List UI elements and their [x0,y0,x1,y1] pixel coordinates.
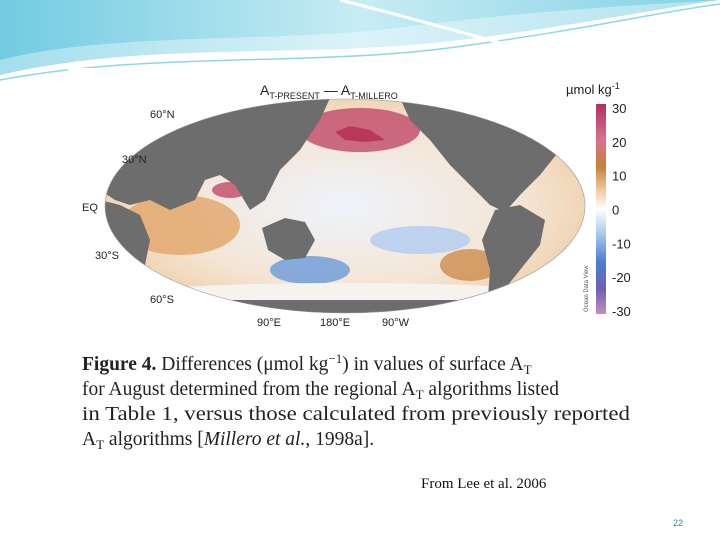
caption-text: Differences (μmol kg [156,354,328,375]
lon-label: 90°W [382,317,410,329]
anomaly [270,256,350,284]
lon-label: 180°E [320,317,350,329]
lat-label: 60°S [150,294,174,306]
colorbar-tick-label: -10 [612,236,631,251]
units-base: µmol kg [566,82,612,97]
wave-line [339,0,521,50]
caption-text: algorithms [ [104,429,204,450]
anomaly [440,249,500,281]
colorbar [596,104,606,314]
caption-text: algorithms listed [424,379,560,400]
caption-line: Figure 4. Differences (μmol kg−1) in val… [82,351,532,377]
wave [0,0,720,60]
caption-text: for August determined from the regional … [82,379,416,400]
caption-text: ) in values of surface A [342,354,523,375]
caption-line: in Table 1, versus those calculated from… [82,404,630,425]
anomaly [335,126,385,142]
units-sup: -1 [612,81,620,91]
anomaly [370,226,470,254]
source-note: From Lee et al. 2006 [421,476,547,492]
lat-label: 30°S [95,250,119,262]
figure-title: AT-PRESENT — AT-MILLERO [260,82,398,101]
caption-line: for August determined from the regional … [82,379,559,402]
caption-sup: −1 [328,351,342,366]
caption-bold: Figure 4. [82,354,157,375]
map-outline [104,98,586,314]
page-number: 22 [673,518,683,528]
watermark: Ocean Data View [584,265,590,312]
colorbar-tick-label: -20 [612,270,631,285]
colorbar-tick-label: 30 [612,101,626,116]
caption-italic: Millero et al. [203,429,306,450]
caption-text: in Table 1, versus those calculated from… [82,404,630,425]
title-sub: T-MILLERO [350,91,398,101]
lon-label: 90°E [257,317,281,329]
wave-line [0,3,720,81]
colorbar-tick-label: 0 [612,203,619,218]
caption-sub: T [96,437,104,452]
units: µmol kg-1 [566,81,620,97]
caption-line: AT algorithms [Millero et al., 1998a]. [82,429,374,452]
title-part: A [260,82,270,98]
land-south-america [482,205,545,298]
caption-sub: T [416,387,424,402]
title-part: — A [320,82,351,98]
caption-text: A [82,429,96,450]
colorbar-tick-label: 10 [612,169,626,184]
lat-label: 30°N [122,154,147,166]
colorbar-tick-label: 20 [612,135,626,150]
lat-label: 60°N [150,109,175,121]
caption-sub: T [524,362,532,377]
lat-label: EQ [82,202,98,214]
colorbar-tick-label: -30 [612,304,631,319]
title-sub: T-PRESENT [269,91,320,101]
land-australia [262,218,315,260]
caption-text: , 1998a]. [305,429,374,450]
